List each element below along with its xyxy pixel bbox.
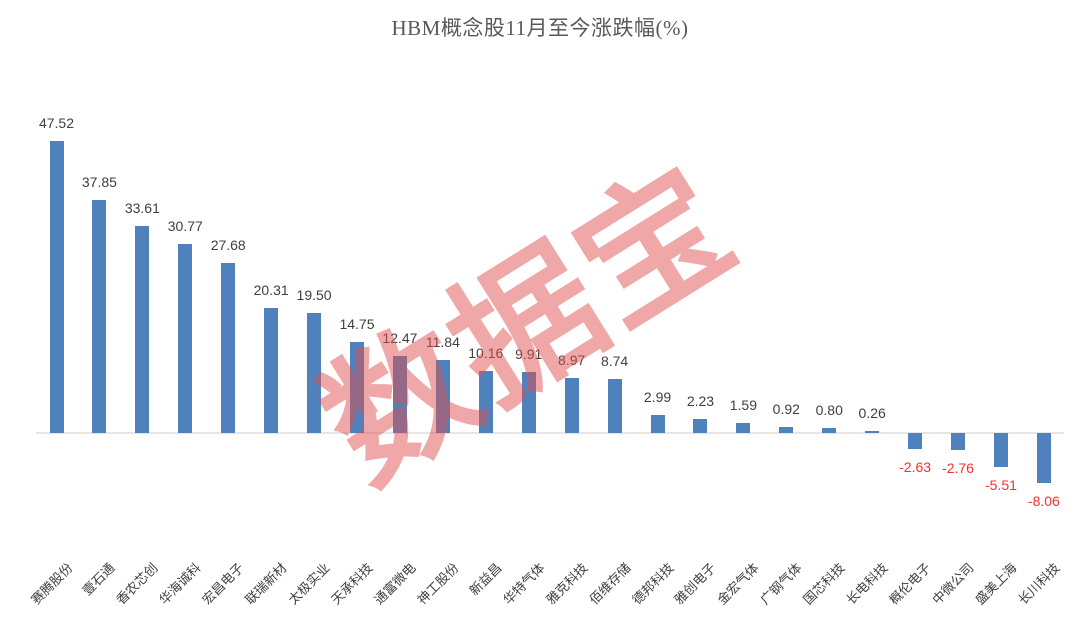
- bar: [822, 428, 837, 433]
- bar-value-label: 12.47: [382, 330, 418, 347]
- bar: [264, 308, 279, 433]
- bar-value-label: 30.77: [167, 217, 203, 234]
- bar-value-label: 20.31: [253, 282, 289, 299]
- bar-value-label: 0.80: [815, 402, 843, 419]
- bar-value-label: 19.50: [296, 287, 332, 304]
- x-axis-line: [36, 432, 1064, 434]
- bar: [135, 226, 150, 433]
- bar-value-label: 9.91: [515, 346, 543, 363]
- bar: [1036, 433, 1051, 483]
- bar-value-label: 0.26: [858, 405, 886, 422]
- bar: [908, 433, 923, 450]
- bar: [221, 262, 236, 433]
- bar: [350, 342, 364, 433]
- bar: [865, 431, 880, 433]
- bar-value-label: -2.63: [899, 459, 932, 476]
- bar: [307, 313, 322, 433]
- bar: [564, 377, 579, 433]
- bar: [993, 433, 1008, 467]
- bar-value-label: 8.97: [558, 351, 586, 368]
- bar: [951, 433, 966, 450]
- bar: [478, 370, 493, 433]
- bar: [607, 379, 622, 433]
- bar-value-label: 2.99: [643, 388, 672, 405]
- bar-value-label: 1.59: [729, 397, 757, 414]
- bar-value-label: 27.68: [210, 236, 246, 253]
- bar-value-label: 8.74: [600, 353, 629, 370]
- bar-value-label: -5.51: [984, 476, 1017, 493]
- bar-value-label: 37.85: [81, 174, 117, 191]
- bar-value-label: 47.52: [38, 114, 75, 131]
- bar-value-label: 14.75: [339, 316, 375, 333]
- chart-title: HBM概念股11月至今涨跌幅(%): [391, 16, 689, 40]
- bar: [392, 356, 407, 433]
- bar-value-label: 11.84: [425, 334, 460, 351]
- bar: [650, 414, 665, 433]
- bar-value-label: -8.06: [1027, 492, 1060, 509]
- bar-value-label: -2.76: [942, 459, 974, 476]
- bar-value-label: 33.61: [124, 200, 160, 217]
- bar: [435, 360, 450, 433]
- bar: [693, 419, 708, 433]
- bar-value-label: 0.92: [772, 401, 800, 418]
- bar: [178, 243, 193, 433]
- bar: [92, 200, 107, 433]
- bar-value-label: 2.23: [686, 393, 715, 410]
- bar: [49, 140, 64, 433]
- bar: [736, 423, 751, 433]
- bar: [779, 427, 794, 433]
- bar: [521, 372, 536, 433]
- bar-value-label: 10.16: [468, 344, 504, 361]
